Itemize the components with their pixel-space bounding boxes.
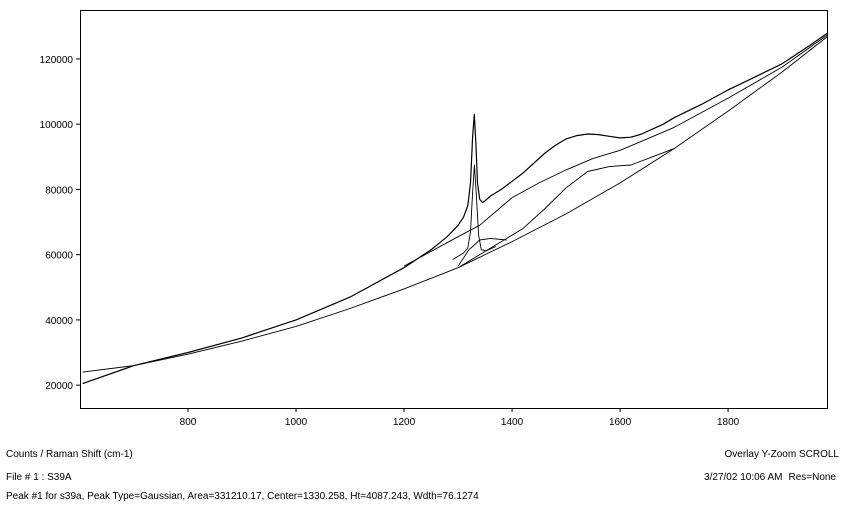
resolution-label: Res=None <box>788 472 836 483</box>
y-tick-label: 60000 <box>45 251 73 262</box>
timestamp-resolution: 3/27/02 10:06 AM Res=None <box>704 472 836 483</box>
x-axis-ticks: 800 1000 1200 1400 1600 1800 <box>180 408 740 428</box>
series-line-baseline-plus-broad-peak <box>403 34 829 267</box>
peak-info-label: Peak #1 for s39a, Peak Type=Gaussian, Ar… <box>6 491 479 502</box>
x-tick-label: 1600 <box>609 417 632 428</box>
spectrum-chart: 800 1000 1200 1400 1600 1800 20000 40000 60000 8… <box>40 10 829 428</box>
plot-frame <box>80 10 828 409</box>
y-tick-label: 40000 <box>45 316 73 327</box>
series-line-shoulder-component <box>457 237 507 267</box>
y-tick-label: 100000 <box>40 120 74 131</box>
y-tick-label: 120000 <box>40 55 74 66</box>
series-line-broad-band-component <box>457 148 675 269</box>
x-tick-label: 1400 <box>501 417 524 428</box>
series-line-baseline <box>82 35 829 373</box>
file-label: File # 1 : S39A <box>6 472 72 483</box>
x-tick-label: 1200 <box>393 417 416 428</box>
y-axis-ticks: 20000 40000 60000 80000 100000 120000 <box>40 55 80 392</box>
x-tick-label: 800 <box>180 417 197 428</box>
x-tick-label: 1000 <box>285 417 308 428</box>
x-tick-label: 1800 <box>717 417 740 428</box>
series-line-spectrum <box>82 32 829 385</box>
y-tick-label: 20000 <box>45 381 73 392</box>
axis-units-label: Counts / Raman Shift (cm-1) <box>6 449 133 460</box>
series-layer <box>82 32 829 385</box>
display-mode-label: Overlay Y-Zoom SCROLL <box>724 449 840 460</box>
series-line-gaussian-peak-component <box>452 164 497 260</box>
timestamp-label: 3/27/02 10:06 AM <box>704 472 783 483</box>
y-tick-label: 80000 <box>45 185 73 196</box>
